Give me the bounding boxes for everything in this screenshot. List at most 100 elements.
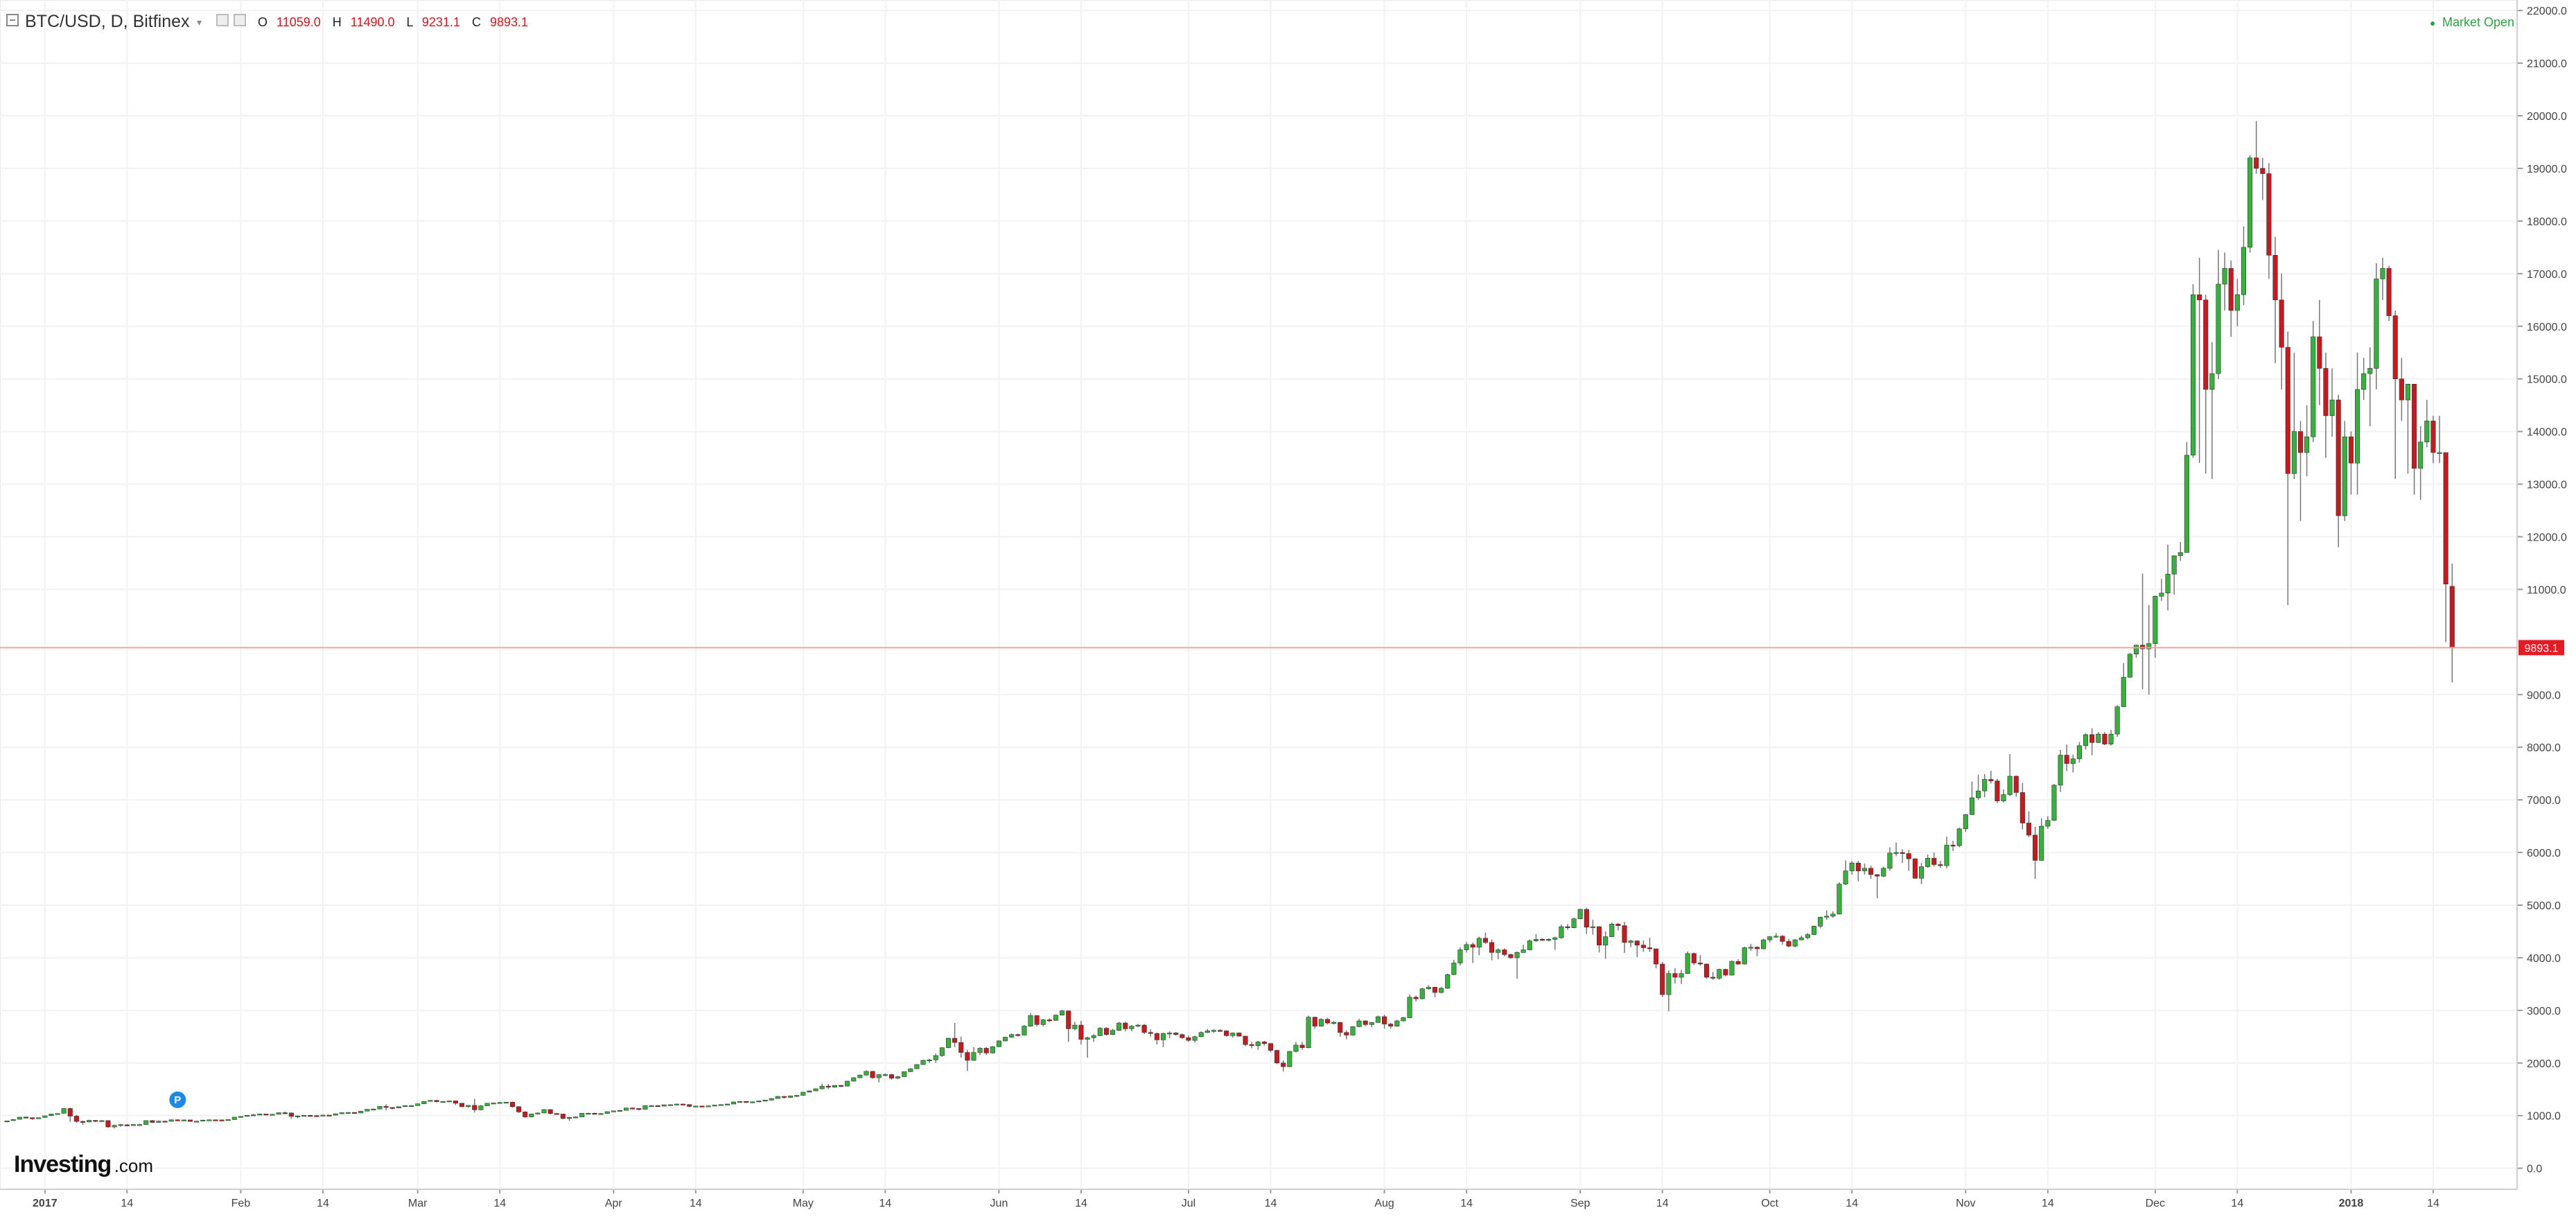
candle [1811,925,1817,936]
candle-body-up [1603,936,1609,945]
candle [1009,1033,1015,1038]
candle [800,1092,806,1096]
candle [1426,985,1431,990]
candle [2089,728,2095,755]
candle-body-up [181,1119,186,1121]
candle [1729,960,1735,976]
candle-body-down [1710,977,1716,979]
candle [712,1105,717,1107]
candle-body-up [1394,1020,1400,1026]
candle [49,1114,54,1117]
candle-body-down [1482,938,1488,943]
candle-body-up [750,1101,755,1103]
candle-body-up [1805,934,1810,938]
candle-body-up [902,1071,907,1077]
candle-body-up [1609,924,1615,937]
candle [642,1105,648,1110]
candle [1072,1022,1078,1031]
candle [491,1102,496,1105]
candle-body-up [990,1046,995,1053]
candle-body-down [1173,1033,1179,1035]
candle-body-up [2127,654,2132,678]
candle-body-down [187,1119,193,1122]
candle-body-up [674,1103,680,1105]
hide-icon[interactable] [234,14,246,26]
symbol-dropdown-icon[interactable]: ▾ [197,17,202,28]
candle-body-up [945,1037,952,1049]
candle [1679,970,1684,984]
candle-body-up [617,1110,622,1112]
candle-body-up [2222,268,2227,285]
candle [377,1106,383,1110]
candle-body-up [238,1116,243,1118]
candle-body-down [150,1120,155,1123]
candle [2260,157,2266,200]
candle-body-up [2001,794,2006,801]
candle-body-down [1565,926,1570,928]
candle-body-up [604,1111,610,1114]
candle-body-up [1426,987,1431,990]
candle-body-up [819,1085,825,1089]
candle [1249,1042,1254,1049]
candle [914,1064,920,1069]
candle-body-down [1697,963,1703,965]
candle [1394,1019,1400,1027]
candle [724,1103,730,1105]
candle [1527,939,1532,951]
x-tick-label: Jul [1182,1198,1195,1209]
candle-body-down [1539,939,1545,941]
candle-body-down [1344,1032,1349,1035]
candle-body-down [1148,1032,1153,1034]
candle [876,1074,882,1083]
candle-body-up [693,1105,699,1107]
candle-body-up [497,1102,502,1104]
candle [1198,1031,1204,1037]
candle [2114,705,2120,737]
y-tick-label: 9000.0 [2527,690,2561,701]
candle [1167,1031,1173,1039]
candle [744,1101,749,1103]
candle-body-down [1489,942,1495,953]
candle-body-up [2234,294,2240,311]
candle [1521,944,1526,954]
candle [371,1108,376,1111]
candle-body-up [2291,431,2297,474]
candle-body-up [1293,1044,1299,1052]
candle [1066,1010,1071,1042]
candle [2228,260,2234,337]
candle-body-up [1818,917,1823,927]
candle [497,1101,502,1104]
event-marker-icon[interactable]: P [169,1091,186,1108]
candle-body-down [1640,945,1646,948]
candle [592,1112,597,1115]
minus-square-icon[interactable] [6,14,19,26]
candle-body-down [73,1116,79,1122]
candle [1995,778,2000,803]
candle [1565,924,1570,930]
symbol-title[interactable]: BTC/USD, D, Bitfinex [25,12,190,31]
candle-body-down [2392,315,2398,379]
y-tick-label: 13000.0 [2527,480,2567,491]
candle-body-up [706,1105,711,1107]
candle-body-down [560,1114,566,1119]
candle-body-up [807,1090,812,1093]
candle [282,1112,288,1114]
candle-body-up [2007,776,2013,795]
candle [617,1110,622,1112]
candle [706,1105,711,1107]
candle-body-up [2380,268,2385,279]
candle-body-down [314,1115,319,1117]
settings-icon[interactable] [216,14,229,26]
candle [1735,959,1741,965]
candle-body-down [1735,961,1741,965]
candle-body-down [213,1119,218,1121]
candle [1324,1017,1331,1025]
candle-body-down [1875,874,1880,877]
candle [2437,415,2442,464]
candle [1773,933,1779,938]
y-tick-label: 8000.0 [2527,742,2561,754]
candle [1660,961,1665,997]
candle [895,1075,901,1080]
